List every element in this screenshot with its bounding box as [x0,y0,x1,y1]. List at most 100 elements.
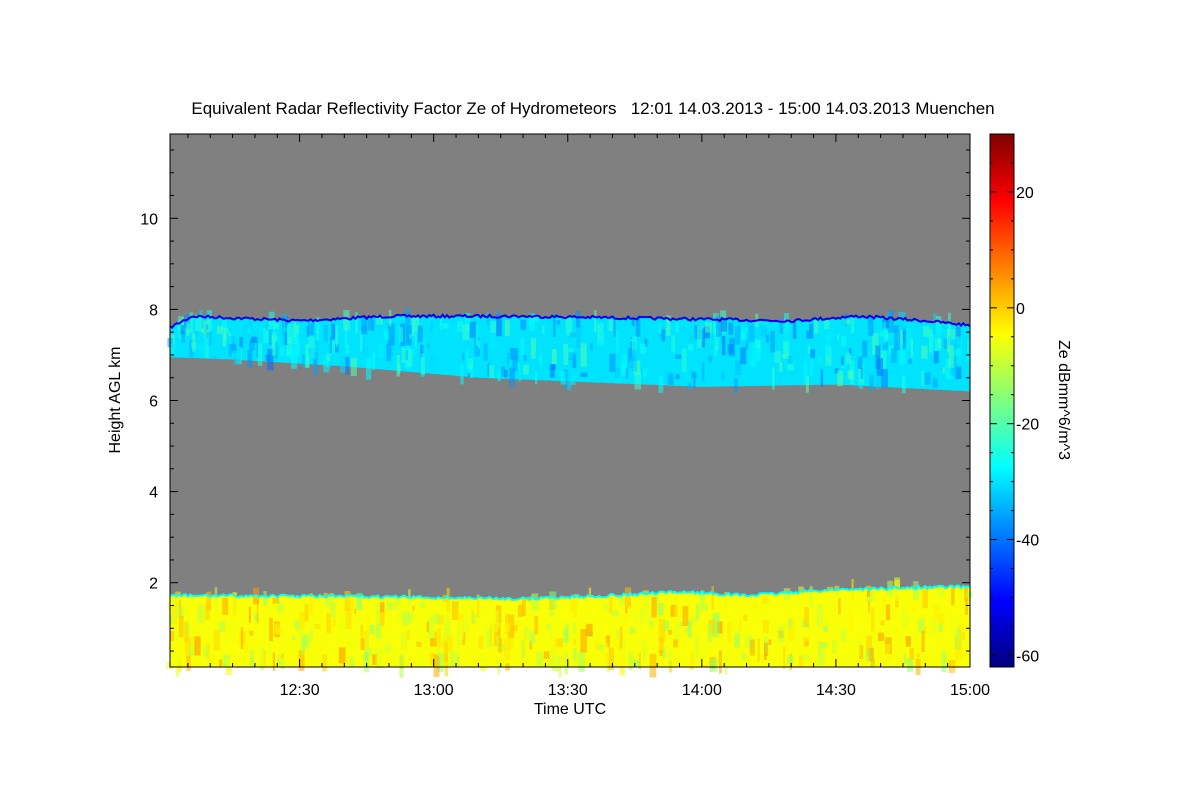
ice-cloud-texture [216,326,224,334]
boundary-layer-texture [521,597,526,616]
boundary-layer-texture [219,659,223,668]
boundary-layer-texture [300,628,303,649]
ice-cloud-texture [803,361,808,384]
ice-cloud-texture [818,354,822,365]
boundary-layer-texture [478,635,484,649]
boundary-layer-texture [918,618,925,634]
ice-cloud-texture [422,336,426,358]
colorbar-tick-label: -20 [1016,417,1039,434]
ice-cloud-texture [806,330,809,339]
boundary-layer-texture [529,640,532,650]
boundary-layer-texture [490,623,493,647]
boundary-layer-texture [349,657,355,666]
boundary-layer-texture [497,658,500,674]
boundary-layer-texture [546,624,550,630]
boundary-layer-texture [655,639,660,654]
boundary-layer-texture [840,628,847,643]
boundary-layer-texture [885,604,891,621]
boundary-layer-texture [243,645,249,653]
ice-cloud-texture [534,371,538,385]
boundary-layer-texture [528,631,536,644]
ice-cloud-texture [746,322,751,342]
ice-cloud-texture [462,324,470,341]
boundary-layer-texture [552,655,560,672]
boundary-layer-texture [240,627,244,650]
boundary-layer-texture [177,600,181,619]
boundary-layer-texture [522,634,527,658]
ice-cloud-texture [810,349,816,359]
x-axis-ticks: 12:30 13:00 13:30 14:00 14:30 15:00 [187,134,990,699]
boundary-layer-texture [642,640,646,662]
boundary-layer-texture [598,644,604,650]
ice-cloud-texture [739,332,746,341]
ice-cloud-texture [720,371,726,382]
ice-cloud-texture [820,369,824,388]
boundary-layer-texture [933,605,940,620]
ice-cloud-texture [943,338,950,349]
ice-cloud-texture [191,332,196,352]
ice-cloud-texture [401,347,406,364]
ice-cloud-texture [858,382,863,389]
boundary-layer-texture [354,608,357,614]
boundary-layer-texture [531,593,539,611]
boundary-layer-texture [516,620,521,626]
ice-cloud-texture [206,310,212,331]
boundary-layer-texture [673,623,681,642]
ice-cloud-texture [772,367,775,390]
boundary-layer-texture [649,620,654,628]
boundary-layer-texture [248,606,251,623]
ice-cloud-texture [355,311,358,334]
ice-cloud-texture [265,322,268,331]
ice-cloud-texture [305,344,309,368]
ice-cloud-texture [758,343,761,356]
ice-cloud-texture [412,316,415,337]
colorbar-tick-label: -40 [1016,533,1039,550]
ice-cloud-texture [766,334,770,343]
boundary-layer-texture [213,629,220,651]
boundary-layer-texture [624,587,632,608]
boundary-layer-texture [276,629,283,634]
boundary-layer-texture [785,629,788,652]
boundary-layer-texture [689,615,697,626]
ice-cloud-texture [286,336,292,355]
ice-cloud-texture [687,382,692,390]
boundary-layer-texture [734,633,740,648]
boundary-layer-texture [172,603,177,625]
ice-cloud-texture [913,347,917,368]
ice-cloud-texture [727,344,734,355]
ice-cloud-texture [376,315,383,325]
colorbar: 20 0 -20 -40 -60 Ze dBmm^6/m^3 [989,133,1072,668]
ice-cloud-texture [409,334,412,339]
ice-cloud-texture [890,348,898,363]
ice-cloud-texture [269,311,275,335]
colorbar-tick-label: -60 [1016,648,1039,665]
ice-cloud-texture [488,365,495,378]
boundary-layer-texture [437,628,441,649]
boundary-layer-texture [651,597,657,618]
ice-cloud-texture [621,362,626,376]
ice-cloud-texture [331,323,335,340]
boundary-layer-texture [386,601,393,611]
boundary-layer-texture [752,601,758,609]
boundary-layer-texture [291,635,296,641]
ice-cloud-texture [631,350,637,372]
boundary-layer-texture [799,655,804,667]
boundary-layer-texture [638,653,641,670]
ice-cloud-texture [518,358,522,382]
ice-cloud-texture [257,343,263,366]
boundary-layer-texture [640,607,645,624]
ice-cloud-texture [666,315,671,336]
ice-cloud-texture [367,318,375,331]
boundary-layer-texture [294,620,300,630]
boundary-layer-texture [951,620,959,635]
ice-cloud-texture [339,356,346,373]
ice-cloud-texture [335,325,339,347]
boundary-layer-texture [254,614,259,622]
ice-cloud-texture [179,325,185,335]
boundary-layer-texture [625,606,628,613]
ice-cloud-texture [465,349,469,369]
ice-cloud-texture [361,316,368,334]
boundary-layer-texture [625,610,628,619]
ice-cloud-texture [609,353,616,372]
ice-cloud-texture [825,347,832,366]
